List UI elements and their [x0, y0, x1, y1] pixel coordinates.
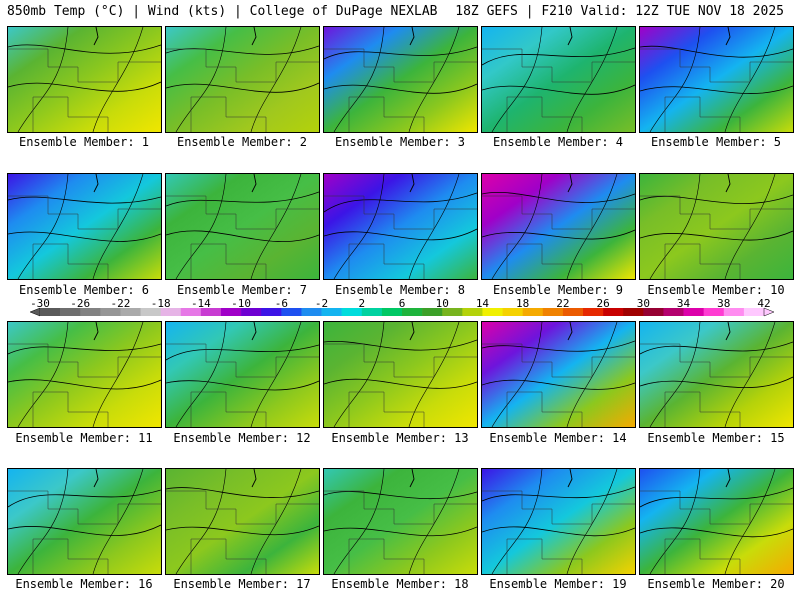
member-caption: Ensemble Member: 7: [176, 283, 308, 297]
colorbar-swatch: [241, 308, 262, 316]
colorbar-tick-label: -30: [30, 297, 50, 310]
colorbar-swatch: [442, 308, 463, 316]
ensemble-panel: [481, 321, 636, 428]
member-caption: Ensemble Member: 3: [334, 135, 466, 149]
colorbar-swatch: [200, 308, 222, 316]
colorbar-swatch: [120, 308, 141, 316]
colorbar-swatch: [522, 308, 544, 316]
member-caption: Ensemble Member: 9: [492, 283, 624, 297]
run-valid-time: 18Z GEFS | F210 Valid: 12Z TUE NOV 18 20…: [455, 4, 784, 19]
colorbar-swatch: [643, 308, 664, 316]
member-caption: Ensemble Member: 8: [334, 283, 466, 297]
member-caption: Ensemble Member: 1: [18, 135, 150, 149]
member-caption: Ensemble Member: 16: [15, 577, 153, 591]
colorbar-swatch: [743, 308, 765, 316]
member-caption: Ensemble Member: 5: [650, 135, 782, 149]
colorbar-tick-label: 10: [435, 297, 449, 310]
colorbar-tick-label: 22: [556, 297, 570, 310]
colorbar-swatch: [623, 308, 644, 316]
member-caption: Ensemble Member: 11: [15, 431, 153, 445]
member-caption: Ensemble Member: 12: [173, 431, 311, 445]
colorbar-tick-label: 2: [358, 297, 366, 310]
colorbar-tick-label: -26: [70, 297, 91, 310]
colorbar-swatch: [603, 308, 624, 316]
ensemble-panel: [7, 173, 162, 280]
colorbar-tick-label: 6: [398, 297, 406, 310]
ensemble-panel: [639, 26, 794, 133]
ensemble-panel: [165, 468, 320, 575]
colorbar-swatch: [361, 308, 383, 316]
colorbar-swatch: [261, 308, 282, 316]
colorbar-swatch: [583, 308, 604, 316]
colorbar-swatch: [160, 308, 182, 316]
ensemble-panel: [323, 26, 478, 133]
colorbar-swatch: [562, 308, 584, 316]
colorbar-swatch: [140, 308, 161, 316]
ensemble-panel: [323, 321, 478, 428]
colorbar-tick-label: 30: [636, 297, 650, 310]
member-caption: Ensemble Member: 13: [331, 431, 469, 445]
ensemble-panel: [165, 321, 320, 428]
colorbar-swatch: [341, 308, 363, 316]
colorbar-max-arrow: [763, 307, 775, 317]
colorbar-tick-label: 34: [676, 297, 691, 310]
colorbar-swatch: [221, 308, 242, 316]
ensemble-panel: [323, 468, 478, 575]
member-caption: Ensemble Member: 4: [492, 135, 624, 149]
ensemble-panel: [639, 468, 794, 575]
ensemble-panel: [7, 26, 162, 133]
member-caption: Ensemble Member: 14: [489, 431, 627, 445]
colorbar-tick-label: 14: [475, 297, 490, 310]
ensemble-panel: [481, 26, 636, 133]
colorbar-swatch: [60, 308, 81, 316]
member-caption: Ensemble Member: 10: [647, 283, 785, 297]
colorbar-swatch: [663, 308, 684, 316]
ensemble-panel: [639, 321, 794, 428]
colorbar-tick-label: 38: [717, 297, 731, 310]
colorbar-swatch: [80, 308, 101, 316]
ensemble-panel: [165, 26, 320, 133]
colorbar-tick-label: -6: [274, 297, 288, 310]
member-caption: Ensemble Member: 6: [18, 283, 150, 297]
colorbar-tick-label: 18: [516, 297, 530, 310]
member-caption: Ensemble Member: 20: [647, 577, 785, 591]
colorbar-swatch: [542, 308, 564, 316]
colorbar-swatch: [281, 308, 302, 316]
ensemble-panel: [639, 173, 794, 280]
member-caption: Ensemble Member: 17: [173, 577, 311, 591]
colorbar-swatch: [381, 308, 403, 316]
ensemble-panel: [481, 468, 636, 575]
member-caption: Ensemble Member: 19: [489, 577, 627, 591]
colorbar-swatch: [40, 308, 61, 316]
colorbar-swatch: [100, 308, 121, 316]
colorbar-swatch: [462, 308, 483, 316]
ensemble-panel: [7, 321, 162, 428]
member-caption: Ensemble Member: 2: [176, 135, 308, 149]
colorbar-swatch: [321, 308, 342, 316]
colorbar-swatch: [502, 308, 523, 316]
colorbar-swatch: [422, 308, 443, 316]
temperature-colorbar: [29, 307, 775, 317]
colorbar-swatch: [301, 308, 322, 316]
colorbar-tick-label: 42: [757, 297, 771, 310]
colorbar-swatch: [723, 308, 745, 316]
colorbar-tick-label: -18: [150, 297, 171, 310]
colorbar-swatch: [402, 308, 423, 316]
colorbar-tick-label: -2: [314, 297, 329, 310]
colorbar-tick-label: -14: [190, 297, 211, 310]
colorbar-tick-label: -10: [231, 297, 252, 310]
colorbar-swatch: [482, 308, 503, 316]
ensemble-panel: [165, 173, 320, 280]
ensemble-panel: [7, 468, 162, 575]
member-caption: Ensemble Member: 18: [331, 577, 469, 591]
member-caption: Ensemble Member: 15: [647, 431, 785, 445]
colorbar-tick-label: 26: [596, 297, 610, 310]
ensemble-panel: [323, 173, 478, 280]
colorbar-tick-label: -22: [110, 297, 131, 310]
colorbar-swatch: [180, 308, 202, 316]
colorbar-swatch: [703, 308, 725, 316]
colorbar-swatch: [683, 308, 704, 316]
product-title: 850mb Temp (°C) | Wind (kts) | College o…: [7, 4, 438, 19]
ensemble-panel: [481, 173, 636, 280]
